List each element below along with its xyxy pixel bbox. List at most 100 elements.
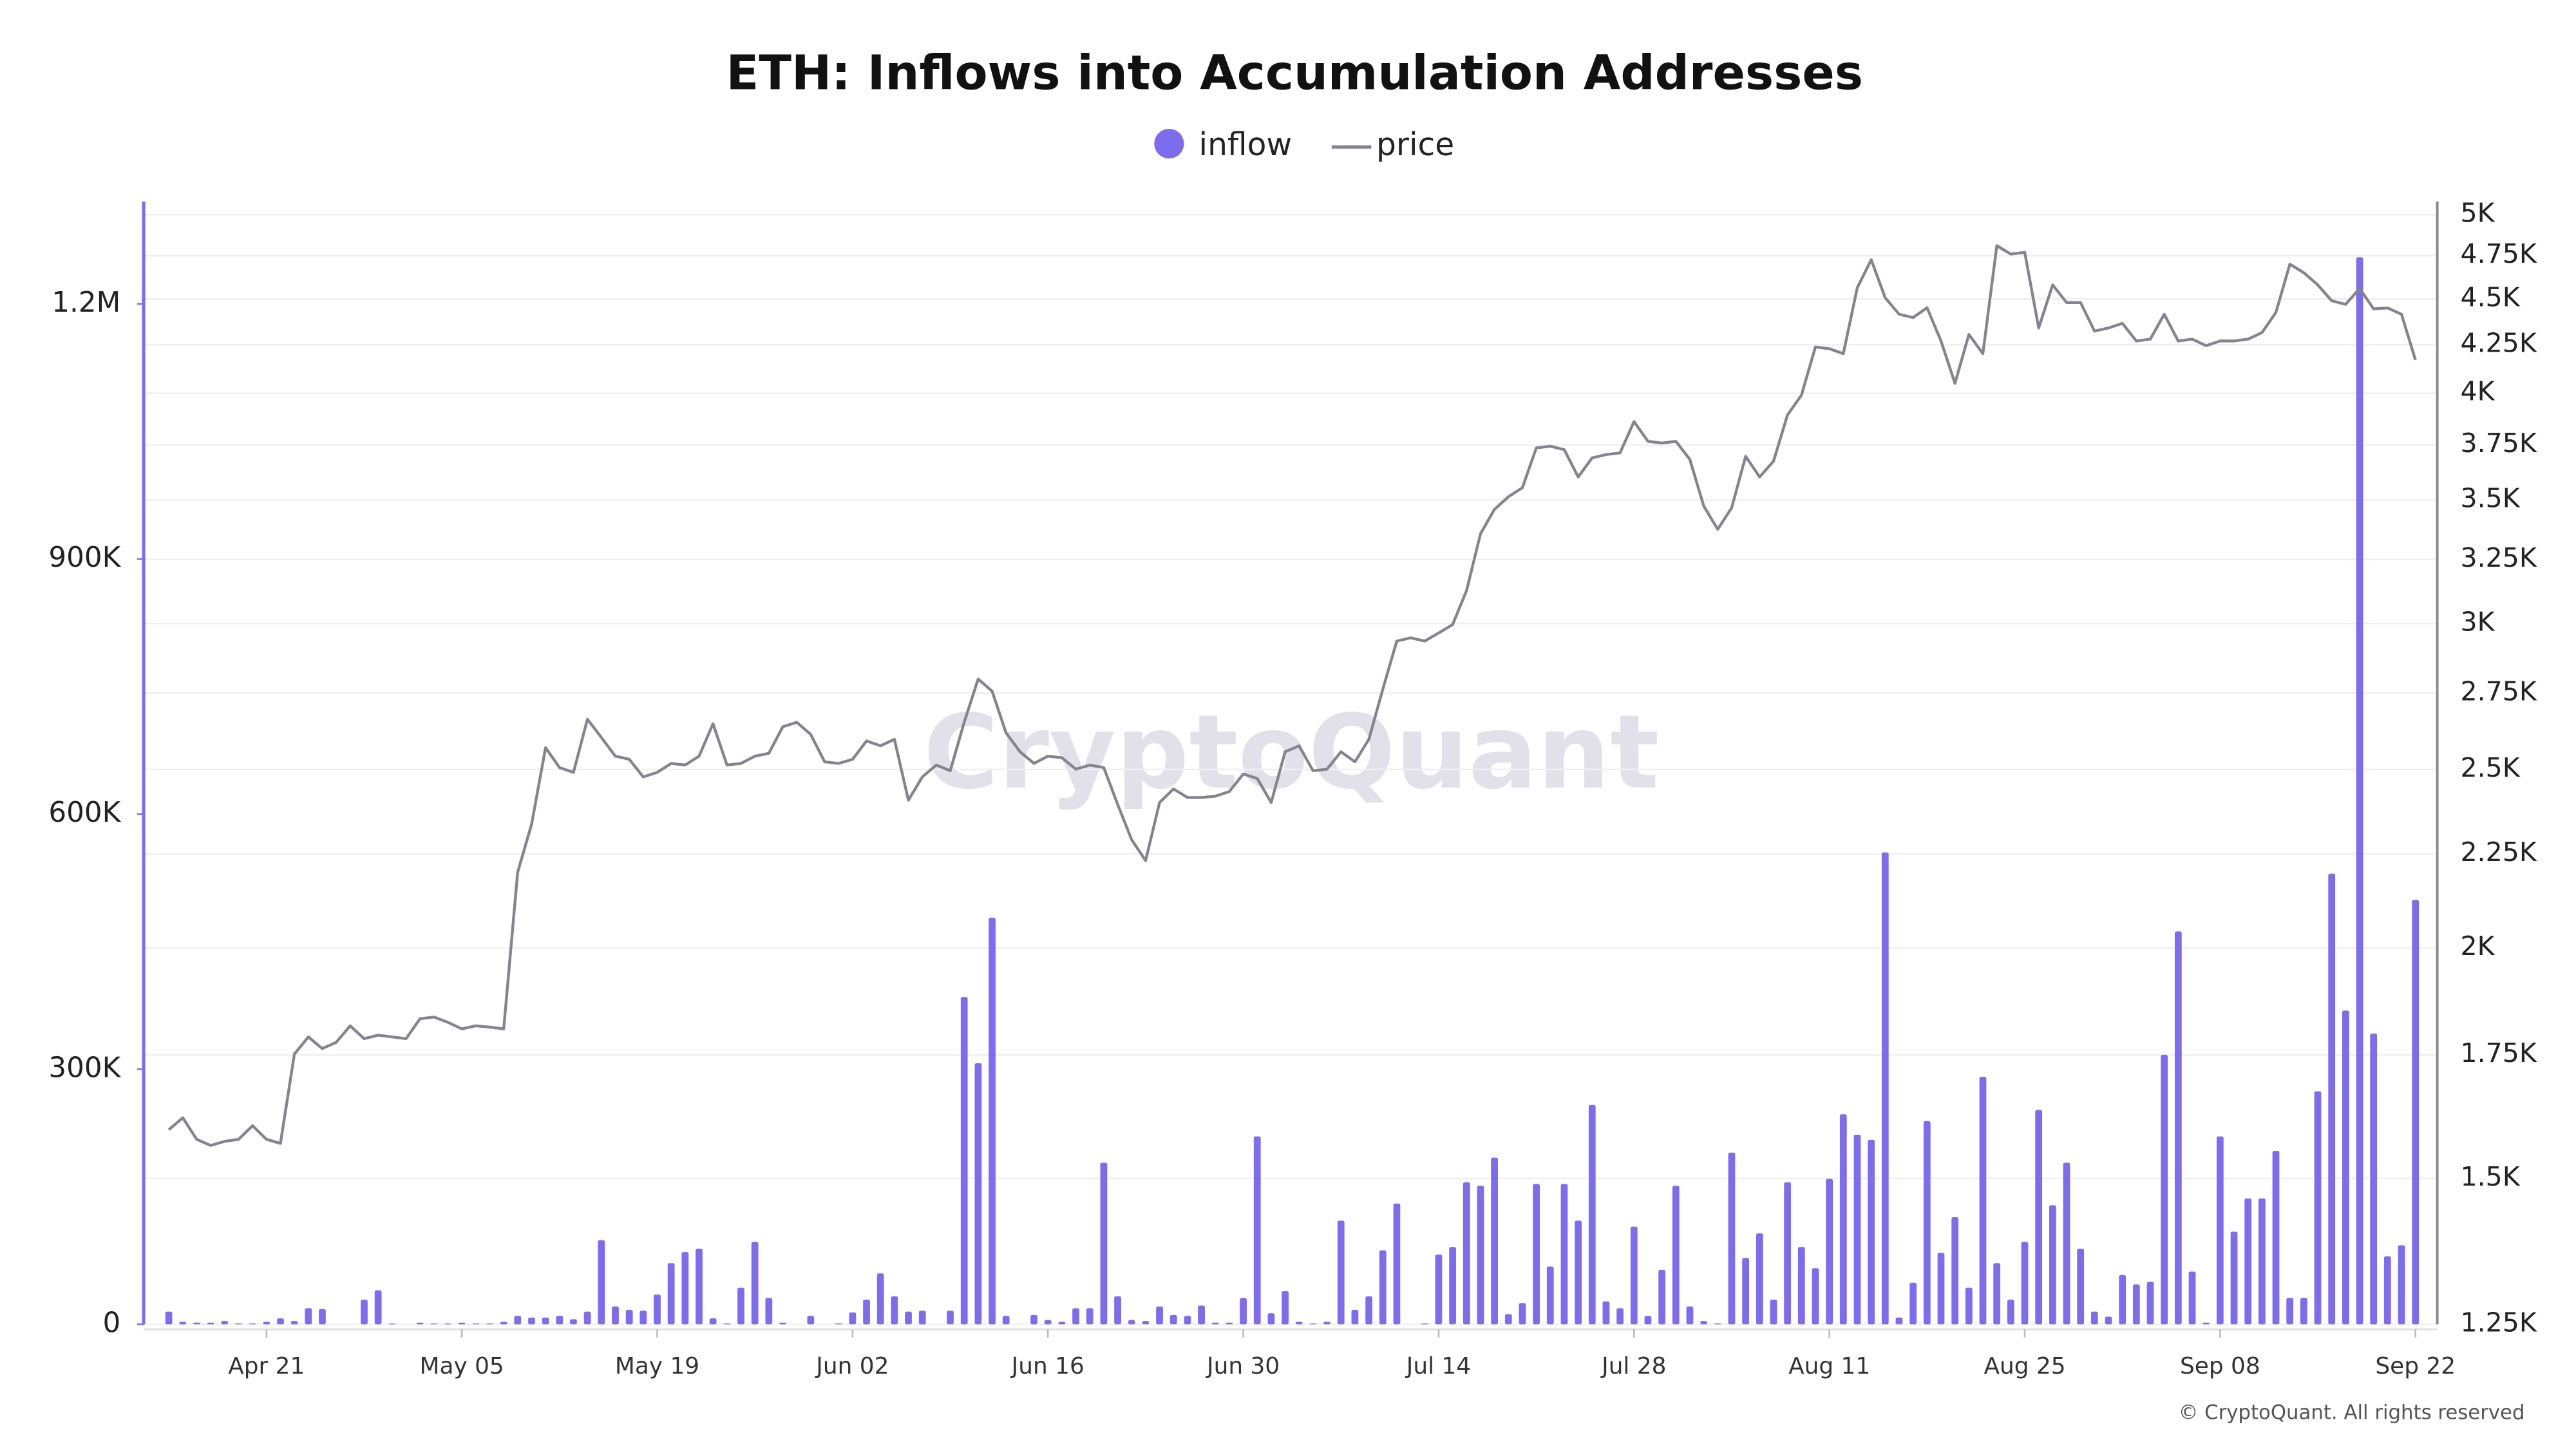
bar bbox=[1826, 1179, 1833, 1325]
y-tick-label: 300K bbox=[48, 1052, 121, 1084]
y-tick-label: 1.2M bbox=[52, 287, 120, 319]
bar bbox=[737, 1287, 744, 1325]
bar bbox=[472, 1323, 480, 1325]
bar bbox=[583, 1311, 591, 1325]
x-tick-label: Sep 08 bbox=[2180, 1353, 2260, 1379]
bar bbox=[193, 1322, 200, 1325]
legend: inflow price bbox=[1154, 127, 1454, 163]
bar bbox=[1309, 1323, 1317, 1325]
bar bbox=[2021, 1242, 2029, 1325]
bar bbox=[1337, 1220, 1345, 1325]
bar bbox=[1114, 1296, 1121, 1325]
bar bbox=[2272, 1151, 2280, 1325]
legend-label: price bbox=[1376, 127, 1454, 163]
bar bbox=[905, 1311, 912, 1325]
bar bbox=[1198, 1305, 1205, 1325]
bar bbox=[2383, 1256, 2391, 1325]
bar bbox=[277, 1318, 284, 1325]
bar bbox=[1393, 1203, 1401, 1325]
bar bbox=[2286, 1298, 2294, 1325]
bar bbox=[1240, 1298, 1247, 1325]
bar bbox=[2174, 931, 2182, 1325]
bar bbox=[263, 1321, 270, 1325]
bar bbox=[1965, 1287, 1973, 1325]
bar bbox=[639, 1311, 647, 1325]
y-tick-label: 0 bbox=[102, 1307, 120, 1339]
bar bbox=[2412, 900, 2420, 1325]
bar bbox=[1435, 1255, 1443, 1325]
bar bbox=[1742, 1258, 1750, 1325]
bar bbox=[1951, 1217, 1959, 1325]
y2-tick-label: 1.75K bbox=[2461, 1037, 2537, 1068]
bar bbox=[2049, 1205, 2056, 1325]
bar bbox=[2077, 1248, 2085, 1325]
bar bbox=[1253, 1136, 1261, 1325]
bar bbox=[361, 1300, 368, 1325]
bar bbox=[947, 1311, 954, 1325]
x-tick-label: Aug 11 bbox=[1788, 1353, 1870, 1379]
bar bbox=[1909, 1282, 1917, 1325]
x-tick-label: Sep 22 bbox=[2375, 1353, 2456, 1379]
bar bbox=[1184, 1316, 1191, 1325]
bar bbox=[165, 1311, 173, 1325]
bar bbox=[2314, 1091, 2322, 1325]
bar bbox=[863, 1300, 870, 1325]
bar bbox=[1128, 1320, 1135, 1325]
legend-label: inflow bbox=[1199, 127, 1293, 163]
bar bbox=[876, 1273, 884, 1325]
bar bbox=[1588, 1104, 1596, 1325]
bar bbox=[1379, 1250, 1387, 1325]
bar bbox=[598, 1240, 605, 1325]
y2-tick-label: 2.5K bbox=[2461, 752, 2521, 783]
bar bbox=[486, 1323, 493, 1325]
x-tick-label: Apr 21 bbox=[228, 1353, 305, 1379]
x-tick-label: Aug 25 bbox=[1984, 1353, 2065, 1379]
bar bbox=[1672, 1186, 1680, 1325]
bar bbox=[290, 1321, 298, 1325]
bar bbox=[1658, 1269, 1666, 1325]
bar bbox=[1923, 1121, 1931, 1325]
bar bbox=[514, 1316, 522, 1325]
bar bbox=[625, 1309, 633, 1325]
bar bbox=[570, 1319, 577, 1325]
y2-tick-label: 4.5K bbox=[2461, 281, 2521, 312]
bar bbox=[221, 1321, 229, 1325]
bar bbox=[1881, 852, 1889, 1325]
y2-tick-label: 3.75K bbox=[2461, 428, 2537, 459]
bar bbox=[2370, 1033, 2378, 1325]
bar bbox=[709, 1318, 717, 1325]
bar bbox=[528, 1317, 535, 1325]
bar bbox=[779, 1322, 786, 1325]
bar bbox=[1519, 1303, 1526, 1325]
bar bbox=[1812, 1268, 1819, 1325]
bar bbox=[1616, 1308, 1624, 1325]
bar bbox=[556, 1316, 564, 1325]
bar bbox=[388, 1323, 396, 1325]
x-tick-label: Jul 28 bbox=[1600, 1353, 1666, 1379]
bar bbox=[989, 918, 996, 1325]
bar bbox=[723, 1323, 731, 1325]
bar bbox=[918, 1311, 926, 1325]
y-tick-label: 900K bbox=[48, 542, 121, 574]
bar bbox=[751, 1242, 759, 1325]
bar bbox=[1533, 1184, 1540, 1325]
bar bbox=[2244, 1198, 2252, 1325]
bar bbox=[974, 1063, 982, 1325]
bar bbox=[765, 1298, 773, 1325]
bar bbox=[1267, 1313, 1275, 1325]
y2-tick-label: 3.25K bbox=[2461, 542, 2537, 573]
x-tick-label: May 19 bbox=[615, 1353, 699, 1379]
bar bbox=[430, 1323, 438, 1325]
bar bbox=[1797, 1247, 1805, 1325]
bar bbox=[960, 997, 968, 1325]
bar bbox=[1295, 1321, 1303, 1325]
bar bbox=[1868, 1139, 1875, 1325]
bar bbox=[1979, 1077, 1987, 1325]
bar bbox=[681, 1252, 689, 1325]
bar bbox=[1282, 1291, 1289, 1325]
bar bbox=[807, 1316, 815, 1325]
bar bbox=[1937, 1253, 1945, 1325]
